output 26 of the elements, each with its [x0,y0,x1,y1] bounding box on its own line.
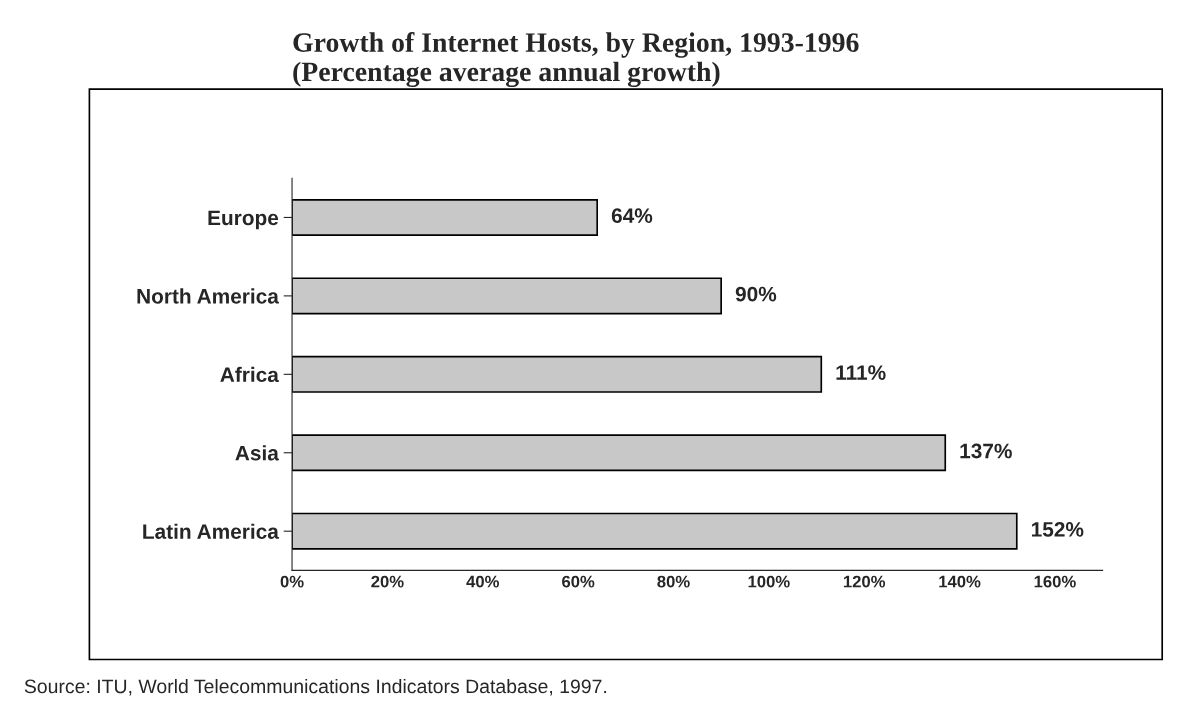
x-tick-label: 140% [939,575,981,588]
x-tick-label: 160% [1034,575,1076,588]
chart-title: Growth of Internet Hosts, by Region, 1993-1996 (Percentage average annual growth) [293,32,859,88]
bar [292,512,1018,550]
y-tick-label: Asia [235,445,279,461]
y-tick-label: Latin America [143,523,279,539]
bar [292,355,823,393]
source-note: Source: ITU, World Telecommunications Indicators Database, 1997. [24,678,607,696]
data-label: 152% [1031,522,1084,537]
bar [292,277,722,315]
x-tick-label: 100% [748,575,790,588]
data-label: 137% [960,443,1012,459]
y-tick-label: North America [137,288,279,304]
x-tick-label: 0% [280,575,304,588]
y-tick-label: Africa [220,366,279,383]
x-tick-label: 60% [562,575,595,588]
bar [292,198,599,236]
x-tick-label: 80% [657,575,690,588]
x-tick-label: 120% [843,575,886,588]
data-label: 90% [735,286,777,302]
data-label: 111% [836,365,886,380]
data-label: 64% [611,208,653,224]
x-tick-label: 40% [466,575,499,588]
y-tick-label: Europe [208,210,279,230]
x-tick-label: 20% [371,575,404,588]
bar [292,434,947,472]
